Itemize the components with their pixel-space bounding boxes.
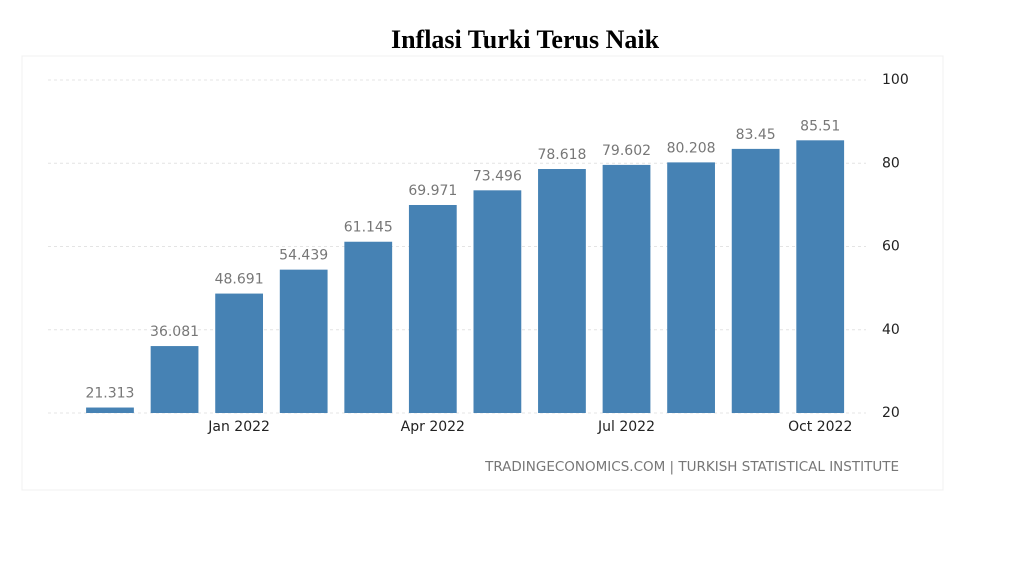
bar [538,169,586,413]
value-label: 36.081 [150,324,199,340]
bar [473,190,522,413]
x-tick-label: Jul 2022 [597,419,655,435]
value-label: 83.45 [736,127,776,143]
y-tick-label: 100 [882,72,909,88]
bar [344,241,393,413]
bar [796,140,845,413]
bar [215,293,264,413]
value-label: 21.313 [85,386,134,402]
bar [667,162,715,413]
chart-frame [21,55,944,491]
value-label: 54.439 [279,248,328,264]
value-label: 79.602 [602,143,651,159]
bar [731,148,780,413]
y-tick-label: 60 [882,239,900,255]
bar [602,164,651,413]
y-tick-label: 80 [882,155,900,171]
y-tick-label: 20 [882,405,900,421]
bar [408,204,457,413]
value-label: 61.145 [344,220,393,236]
bar [150,346,199,413]
value-label: 80.208 [667,140,716,156]
value-label: 48.691 [215,272,264,288]
value-label: 85.51 [800,118,840,134]
bar [86,407,134,413]
x-tick-label: Jan 2022 [207,419,270,435]
source: TRADINGECONOMICS.COM | TURKISH STATISTIC… [484,459,899,475]
value-label: 78.618 [537,147,586,163]
bar [279,269,328,413]
y-tick-label: 40 [882,322,900,338]
value-label: 69.971 [408,183,457,199]
chart-title: Inflasi Turki Terus Naik [391,25,660,54]
x-tick-label: Apr 2022 [401,419,465,435]
x-tick-label: Oct 2022 [788,419,852,435]
value-label: 73.496 [473,168,522,184]
